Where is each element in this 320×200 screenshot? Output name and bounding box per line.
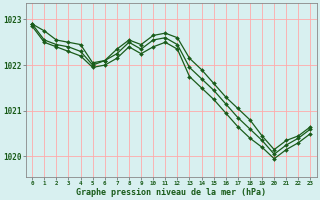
X-axis label: Graphe pression niveau de la mer (hPa): Graphe pression niveau de la mer (hPa) bbox=[76, 188, 266, 197]
